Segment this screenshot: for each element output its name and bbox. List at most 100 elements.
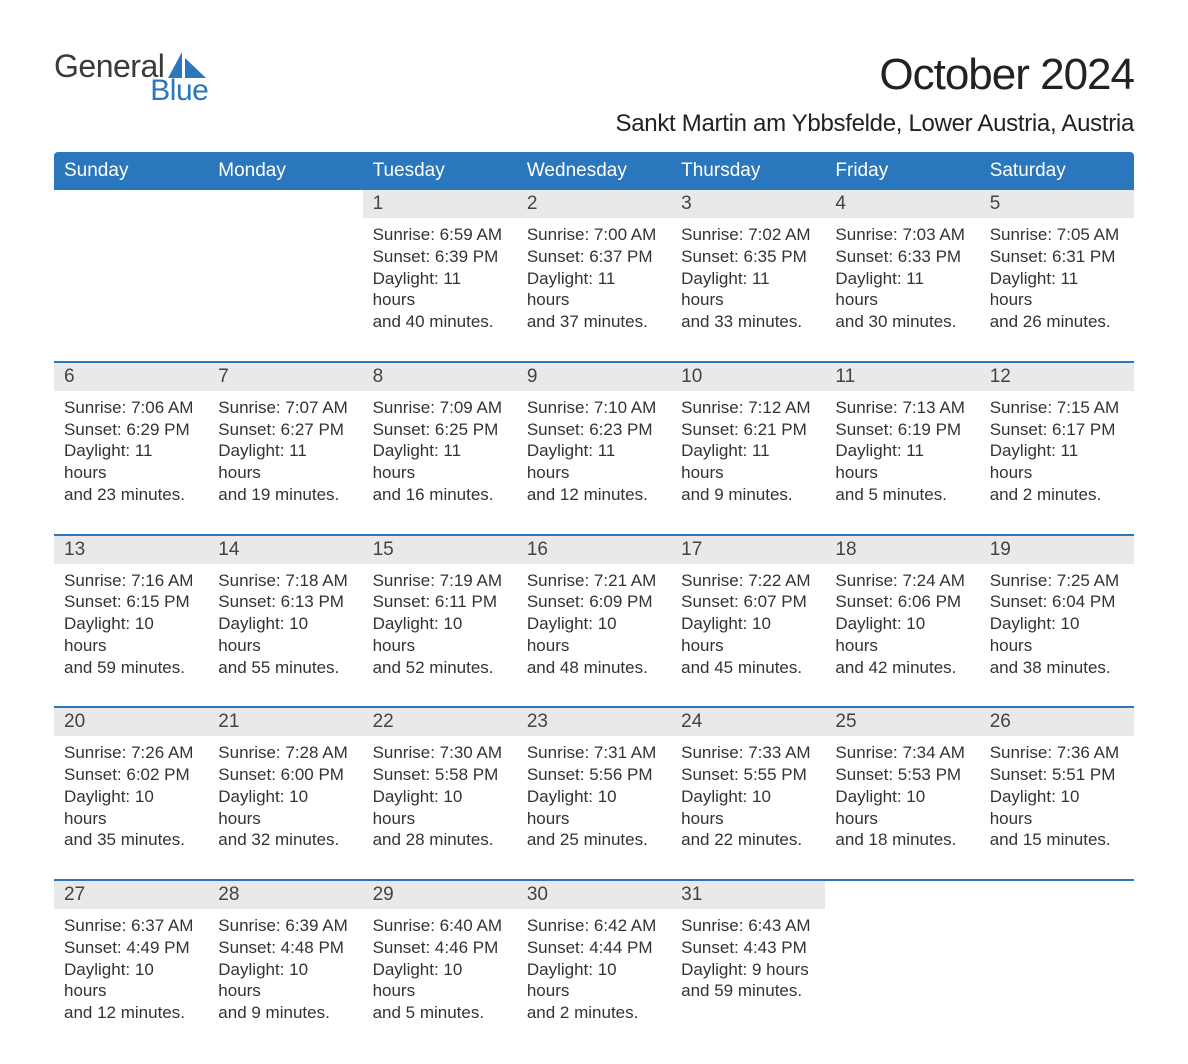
weekday-header: Wednesday [517, 152, 671, 190]
weekday-header: Friday [825, 152, 979, 190]
sunset-text: Sunset: 6:25 PM [373, 419, 507, 441]
day-content-row: Sunrise: 7:16 AMSunset: 6:15 PM Daylight:… [54, 564, 1134, 708]
sunrise-text: Sunrise: 7:05 AM [990, 224, 1124, 246]
weekday-header: Sunday [54, 152, 208, 190]
day-content-row: Sunrise: 7:26 AMSunset: 6:02 PMDaylight:… [54, 736, 1134, 880]
sunset-text: Sunset: 6:27 PM [218, 419, 352, 441]
day-content-cell: Sunrise: 7:25 AMSunset: 6:04 PMDaylight:… [980, 564, 1134, 708]
sunrise-text: Sunrise: 6:42 AM [527, 915, 661, 937]
daylight-line2: and 35 minutes. [64, 829, 198, 851]
day-number-cell: 17 [671, 536, 825, 564]
day-content-cell: Sunrise: 7:22 AMSunset: 6:07 PMDaylight:… [671, 564, 825, 708]
sunrise-text: Sunrise: 7:16 AM [64, 570, 198, 592]
sunrise-text: Sunrise: 7:30 AM [373, 742, 507, 764]
sunset-text: Sunset: 5:53 PM [835, 764, 969, 786]
day-number-cell: 12 [980, 363, 1134, 391]
daylight-line2: and 33 minutes. [681, 311, 815, 333]
day-number-row: 6789101112 [54, 363, 1134, 391]
day-content-cell: Sunrise: 7:26 AMSunset: 6:02 PMDaylight:… [54, 736, 208, 880]
daylight-line2: and 22 minutes. [681, 829, 815, 851]
daylight-line1: Daylight: 11 hours [681, 440, 815, 484]
day-number-cell: 27 [54, 881, 208, 909]
day-content-cell: Sunrise: 7:36 AMSunset: 5:51 PMDaylight:… [980, 736, 1134, 880]
day-content-cell [208, 218, 362, 362]
daylight-line2: and 59 minutes. [681, 980, 815, 1002]
calendar-page: General Blue October 2024 Sankt Martin a… [0, 0, 1188, 1064]
sunrise-text: Sunrise: 7:19 AM [373, 570, 507, 592]
weekday-header: Monday [208, 152, 362, 190]
day-content-cell [54, 218, 208, 362]
daylight-line2: and 2 minutes. [527, 1002, 661, 1024]
daylight-line1: Daylight: 10 hours [218, 613, 352, 657]
sunrise-text: Sunrise: 6:59 AM [373, 224, 507, 246]
day-content-row: Sunrise: 7:06 AMSunset: 6:29 PMDaylight:… [54, 391, 1134, 535]
sunset-text: Sunset: 6:06 PM [835, 591, 969, 613]
day-content-cell: Sunrise: 7:18 AMSunset: 6:13 PMDaylight:… [208, 564, 362, 708]
sunrise-text: Sunrise: 7:26 AM [64, 742, 198, 764]
sunset-text: Sunset: 5:56 PM [527, 764, 661, 786]
sunset-text: Sunset: 6:39 PM [373, 246, 507, 268]
daylight-line1: Daylight: 11 hours [527, 440, 661, 484]
daylight-line1: Daylight: 11 hours [64, 440, 198, 484]
sunset-text: Sunset: 6:35 PM [681, 246, 815, 268]
sunset-text: Sunset: 4:44 PM [527, 937, 661, 959]
day-content-cell [980, 909, 1134, 1034]
daylight-line1: Daylight: 10 hours [835, 613, 969, 657]
day-number-cell: 3 [671, 190, 825, 218]
sunrise-text: Sunrise: 6:43 AM [681, 915, 815, 937]
sunrise-text: Sunrise: 7:13 AM [835, 397, 969, 419]
sunset-text: Sunset: 5:55 PM [681, 764, 815, 786]
day-content-cell: Sunrise: 7:16 AMSunset: 6:15 PMDaylight:… [54, 564, 208, 708]
daylight-line1: Daylight: 11 hours [218, 440, 352, 484]
sunrise-text: Sunrise: 7:36 AM [990, 742, 1124, 764]
daylight-line1: Daylight: 9 hours [681, 959, 815, 981]
daylight-line2: and 9 minutes. [681, 484, 815, 506]
weekday-header: Thursday [671, 152, 825, 190]
day-number-row: 13141516171819 [54, 536, 1134, 564]
day-number-cell: 4 [825, 190, 979, 218]
weekday-header: Tuesday [363, 152, 517, 190]
day-number-cell [980, 881, 1134, 909]
sunrise-text: Sunrise: 7:33 AM [681, 742, 815, 764]
day-content-cell: Sunrise: 6:37 AMSunset: 4:49 PMDaylight:… [54, 909, 208, 1034]
day-content-cell: Sunrise: 7:30 AMSunset: 5:58 PMDaylight:… [363, 736, 517, 880]
sunset-text: Sunset: 6:13 PM [218, 591, 352, 613]
daylight-line2: and 45 minutes. [681, 657, 815, 679]
day-content-cell: Sunrise: 7:00 AMSunset: 6:37 PMDaylight:… [517, 218, 671, 362]
daylight-line2: and 19 minutes. [218, 484, 352, 506]
daylight-line1: Daylight: 11 hours [835, 440, 969, 484]
daylight-line1: Daylight: 10 hours [527, 613, 661, 657]
day-content-cell: Sunrise: 7:12 AMSunset: 6:21 PMDaylight:… [671, 391, 825, 535]
daylight-line1: Daylight: 10 hours [681, 613, 815, 657]
day-number-cell: 28 [208, 881, 362, 909]
daylight-line1: Daylight: 10 hours [218, 786, 352, 830]
sunrise-text: Sunrise: 7:10 AM [527, 397, 661, 419]
day-number-cell: 19 [980, 536, 1134, 564]
sunrise-text: Sunrise: 7:03 AM [835, 224, 969, 246]
daylight-line1: Daylight: 10 hours [527, 959, 661, 1003]
location: Sankt Martin am Ybbsfelde, Lower Austria… [616, 110, 1134, 138]
sunset-text: Sunset: 6:29 PM [64, 419, 198, 441]
day-content-cell [825, 909, 979, 1034]
sunrise-text: Sunrise: 7:12 AM [681, 397, 815, 419]
daylight-line2: and 32 minutes. [218, 829, 352, 851]
day-number-cell: 5 [980, 190, 1134, 218]
sunrise-text: Sunrise: 7:15 AM [990, 397, 1124, 419]
day-number-cell: 8 [363, 363, 517, 391]
day-number-cell: 11 [825, 363, 979, 391]
title-block: October 2024 Sankt Martin am Ybbsfelde, … [616, 50, 1134, 138]
daylight-line2: and 52 minutes. [373, 657, 507, 679]
sunset-text: Sunset: 6:15 PM [64, 591, 198, 613]
sunset-text: Sunset: 6:33 PM [835, 246, 969, 268]
day-content-cell: Sunrise: 6:59 AMSunset: 6:39 PMDaylight:… [363, 218, 517, 362]
day-content-cell: Sunrise: 7:28 AMSunset: 6:00 PMDaylight:… [208, 736, 362, 880]
sunrise-text: Sunrise: 7:21 AM [527, 570, 661, 592]
day-content-cell: Sunrise: 7:33 AMSunset: 5:55 PMDaylight:… [671, 736, 825, 880]
day-number-cell: 30 [517, 881, 671, 909]
daylight-line1: Daylight: 11 hours [527, 268, 661, 312]
day-number-cell: 18 [825, 536, 979, 564]
sunrise-text: Sunrise: 6:39 AM [218, 915, 352, 937]
day-content-row: Sunrise: 6:37 AMSunset: 4:49 PMDaylight:… [54, 909, 1134, 1034]
day-content-cell: Sunrise: 7:07 AMSunset: 6:27 PMDaylight:… [208, 391, 362, 535]
sunset-text: Sunset: 6:09 PM [527, 591, 661, 613]
